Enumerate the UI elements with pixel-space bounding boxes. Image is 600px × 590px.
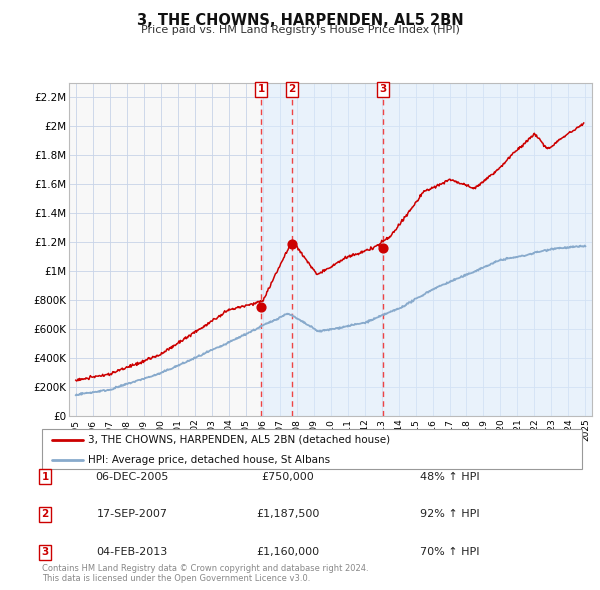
Text: 1: 1: [257, 84, 265, 94]
Text: £1,160,000: £1,160,000: [256, 548, 320, 557]
Text: 2: 2: [41, 510, 49, 519]
Text: Price paid vs. HM Land Registry's House Price Index (HPI): Price paid vs. HM Land Registry's House …: [140, 25, 460, 35]
Text: 3: 3: [41, 548, 49, 557]
Text: 3, THE CHOWNS, HARPENDEN, AL5 2BN (detached house): 3, THE CHOWNS, HARPENDEN, AL5 2BN (detac…: [88, 435, 390, 445]
Text: 2: 2: [288, 84, 295, 94]
Text: HPI: Average price, detached house, St Albans: HPI: Average price, detached house, St A…: [88, 455, 330, 466]
Bar: [261, 83, 594, 416]
Text: £1,187,500: £1,187,500: [256, 510, 320, 519]
Text: 3, THE CHOWNS, HARPENDEN, AL5 2BN: 3, THE CHOWNS, HARPENDEN, AL5 2BN: [137, 13, 463, 28]
Text: £750,000: £750,000: [262, 472, 314, 481]
Point: [256, 303, 266, 312]
Text: 17-SEP-2007: 17-SEP-2007: [97, 510, 167, 519]
Point: [287, 239, 296, 248]
Text: 3: 3: [379, 84, 386, 94]
Text: 92% ↑ HPI: 92% ↑ HPI: [420, 510, 479, 519]
FancyBboxPatch shape: [42, 429, 582, 469]
Text: 1: 1: [41, 472, 49, 481]
Point: [378, 243, 388, 253]
Text: 06-DEC-2005: 06-DEC-2005: [95, 472, 169, 481]
Text: Contains HM Land Registry data © Crown copyright and database right 2024.
This d: Contains HM Land Registry data © Crown c…: [42, 563, 368, 583]
Text: 70% ↑ HPI: 70% ↑ HPI: [420, 548, 479, 557]
Text: 48% ↑ HPI: 48% ↑ HPI: [420, 472, 479, 481]
Text: 04-FEB-2013: 04-FEB-2013: [97, 548, 167, 557]
